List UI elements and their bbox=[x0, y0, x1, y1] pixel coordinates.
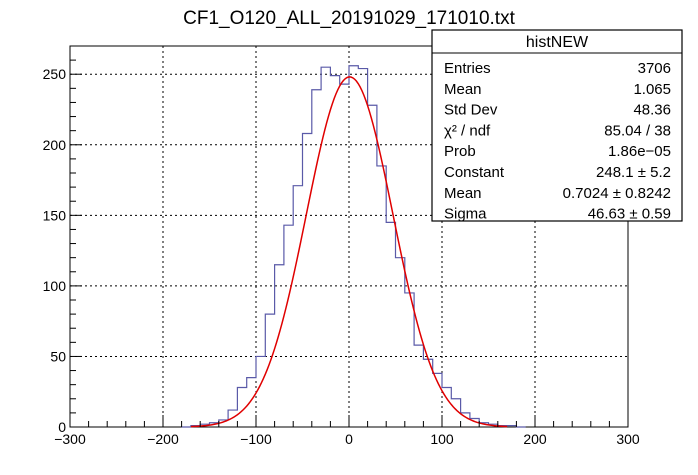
histogram-bin bbox=[330, 76, 339, 427]
axes: −300 −200 −100 0 100 200 300 0 50 100 150 200 250 bbox=[43, 45, 640, 447]
histogram-bin bbox=[321, 67, 330, 427]
x-tick-label: 100 bbox=[430, 431, 454, 447]
histogram-bin bbox=[405, 293, 414, 427]
stats-row-label: Sigma bbox=[444, 206, 487, 223]
stats-row-value: 248.1 ± 5.2 bbox=[596, 164, 671, 181]
fit-curve bbox=[190, 76, 508, 428]
y-tick-label: 50 bbox=[50, 348, 66, 364]
stats-row-value: 1.065 bbox=[633, 81, 671, 98]
x-tick-label: 300 bbox=[616, 431, 640, 447]
histogram-bin bbox=[303, 133, 312, 427]
histogram-bin bbox=[349, 66, 358, 427]
histogram-bin bbox=[507, 426, 516, 427]
stats-rows: Entries 3706 Mean 1.065 Std Dev 48.36 χ² / ndf… bbox=[444, 60, 671, 223]
histogram-bin bbox=[396, 258, 405, 427]
histogram-bin bbox=[284, 225, 293, 427]
y-tick-label: 150 bbox=[43, 207, 67, 223]
histogram-bin bbox=[340, 84, 349, 427]
stats-row-label: Std Dev bbox=[444, 102, 498, 119]
y-tick-label: 200 bbox=[43, 137, 67, 153]
histogram-bin bbox=[368, 105, 377, 427]
x-tick-label: 200 bbox=[523, 431, 547, 447]
chart-title: CF1_O120_ALL_20191029_171010.txt bbox=[183, 8, 515, 29]
stats-row-label: Mean bbox=[444, 185, 482, 202]
stats-row-label: Constant bbox=[444, 164, 505, 181]
fit-curve-series bbox=[190, 76, 508, 428]
x-tick-label: −300 bbox=[54, 431, 86, 447]
stats-row-value: 85.04 / 38 bbox=[604, 122, 671, 139]
histogram-bin bbox=[312, 90, 321, 427]
stats-row-value: 1.86e−05 bbox=[608, 143, 671, 160]
stats-row-value: 0.7024 ± 0.8242 bbox=[563, 185, 671, 202]
stats-box: histNEW Entries 3706 Mean 1.065 Std Dev 48.36… bbox=[431, 29, 683, 223]
stats-row-value: 46.63 ± 0.59 bbox=[588, 206, 671, 223]
stats-row-label: χ² / ndf bbox=[444, 122, 491, 139]
x-tick-label: −100 bbox=[240, 431, 272, 447]
histogram-bin bbox=[386, 222, 395, 427]
x-tick-label: −200 bbox=[147, 431, 179, 447]
stats-box-frame bbox=[431, 29, 683, 222]
stats-row-value: 48.36 bbox=[633, 102, 671, 119]
histogram-bin bbox=[377, 166, 386, 427]
y-tick-label: 250 bbox=[43, 66, 67, 82]
x-tick-label: 0 bbox=[345, 431, 353, 447]
stats-row-label: Prob bbox=[444, 143, 476, 160]
y-tick-label: 100 bbox=[43, 278, 67, 294]
histogram-bin bbox=[414, 345, 423, 427]
stats-row-value: 3706 bbox=[638, 60, 671, 77]
stats-row-label: Entries bbox=[444, 60, 491, 77]
histogram-bin bbox=[247, 378, 256, 427]
histogram-bin bbox=[293, 186, 302, 427]
y-tick-label: 0 bbox=[58, 419, 66, 435]
stats-box-title: histNEW bbox=[526, 34, 589, 51]
stats-row-label: Mean bbox=[444, 81, 482, 98]
histogram-bin bbox=[358, 69, 367, 427]
